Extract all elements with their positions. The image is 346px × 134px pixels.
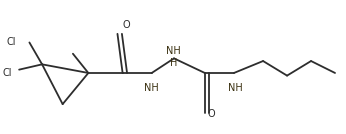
Text: O: O (207, 109, 215, 119)
Text: Cl: Cl (7, 38, 16, 47)
Text: Cl: Cl (3, 68, 12, 78)
Text: NH: NH (166, 46, 181, 56)
Text: O: O (122, 20, 130, 30)
Text: NH: NH (228, 83, 242, 93)
Text: H: H (170, 58, 177, 68)
Text: NH: NH (144, 83, 159, 93)
